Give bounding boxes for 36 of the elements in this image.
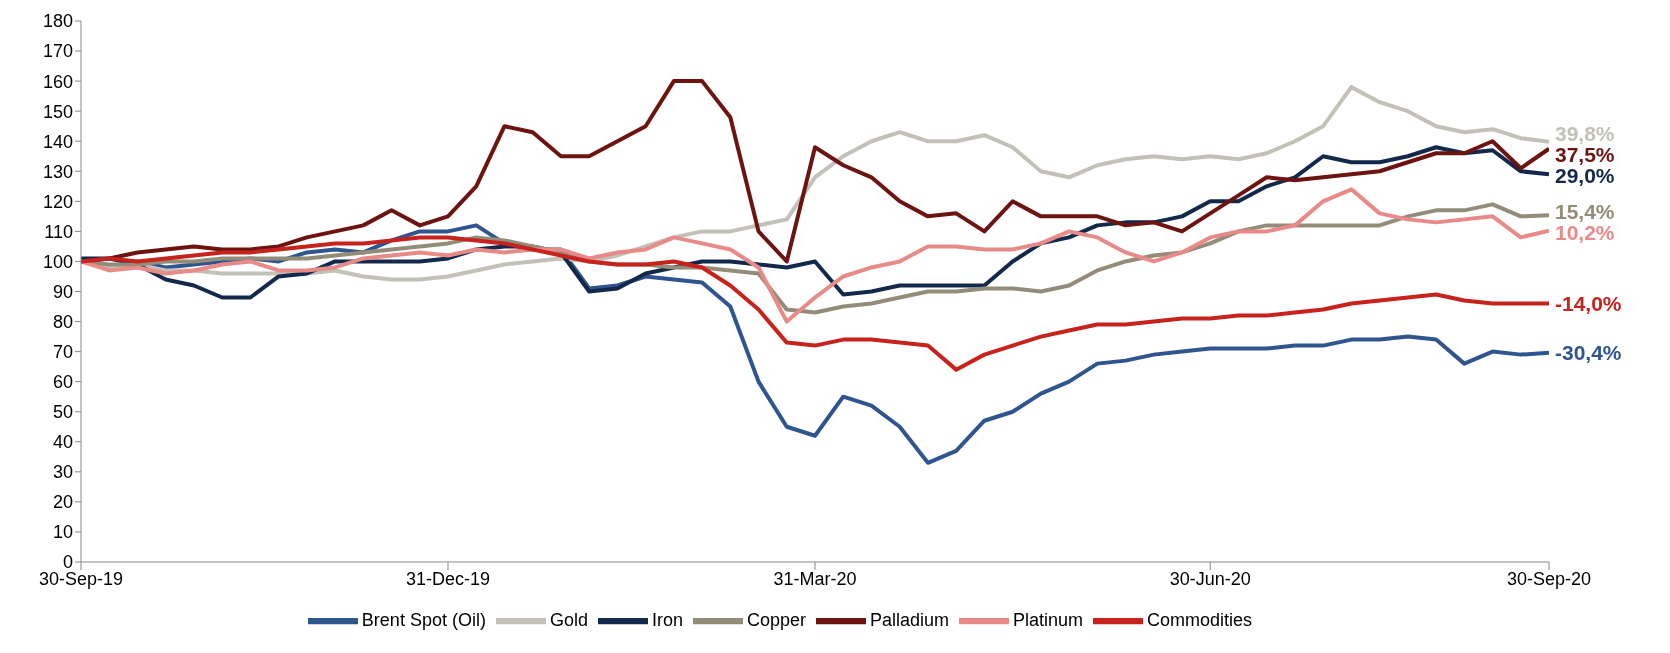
annotation: 15,4% [1555, 200, 1615, 224]
y-tick-label: 140 [42, 131, 73, 152]
y-tick-label: 100 [42, 251, 73, 272]
legend-label: Platinum [1013, 609, 1084, 630]
y-tick-label: 90 [52, 281, 73, 302]
annotation: -14,0% [1555, 291, 1622, 315]
legend-label: Brent Spot (Oil) [361, 609, 486, 630]
y-tick-label: 50 [52, 402, 73, 423]
y-tick-label: 130 [42, 161, 73, 182]
legend-label: Commodities [1147, 609, 1253, 630]
x-tick-label: 30-Jun-20 [1169, 568, 1251, 589]
x-tick-label: 31-Mar-20 [773, 568, 857, 589]
legend-label: Gold [549, 609, 588, 630]
y-tick-label: 120 [42, 191, 73, 212]
y-tick-label: 160 [42, 71, 73, 92]
y-tick-label: 40 [52, 432, 73, 453]
annotation: 10,2% [1555, 221, 1615, 245]
legend-label: Copper [746, 609, 807, 630]
line-series [81, 235, 1549, 372]
annotation: -30,4% [1555, 340, 1622, 364]
y-tick-label: 150 [42, 101, 73, 122]
y-tick-label: 20 [52, 492, 73, 513]
x-tick-label: 31-Dec-19 [405, 568, 491, 589]
x-tick-label: 30-Sep-20 [1506, 568, 1592, 589]
y-tick-label: 110 [44, 221, 73, 242]
annotation: 39,8% [1555, 121, 1615, 145]
y-tick-label: 80 [52, 311, 73, 332]
legend-label: Palladium [870, 609, 950, 630]
y-tick-label: 30 [52, 462, 73, 483]
legend-label: Iron [651, 609, 683, 630]
y-tick-label: 170 [42, 41, 73, 62]
line-series [81, 187, 1549, 324]
y-tick-label: 70 [52, 342, 73, 362]
y-tick-label: 10 [52, 522, 73, 543]
y-tick-label: 60 [52, 372, 73, 393]
y-tick-label: 180 [42, 11, 73, 32]
